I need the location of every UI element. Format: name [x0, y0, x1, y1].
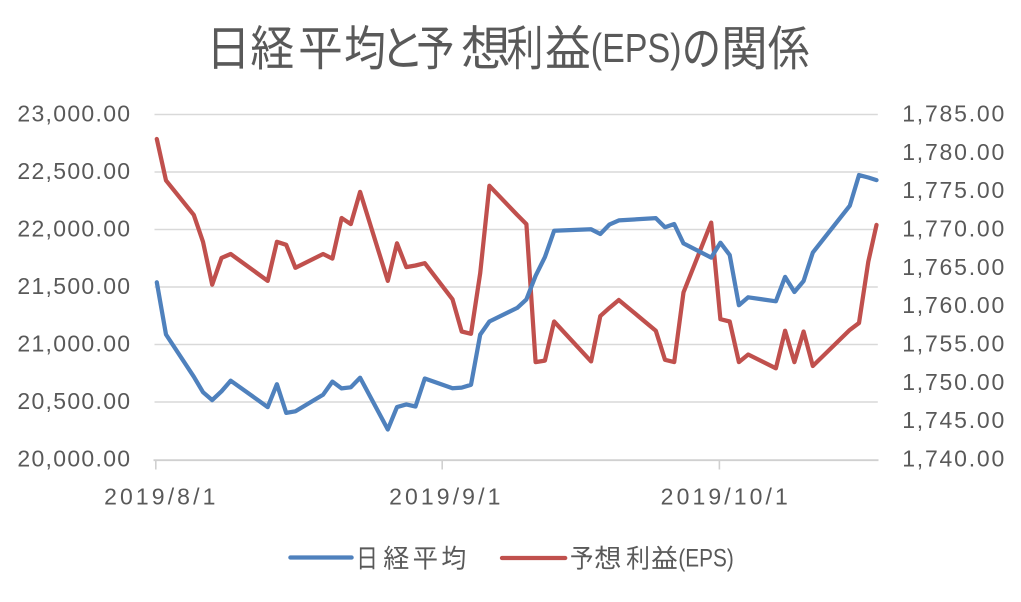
svg-text:1,770.00: 1,770.00 [902, 216, 1006, 242]
svg-text:1,760.00: 1,760.00 [902, 292, 1006, 318]
svg-text:22,000.00: 22,000.00 [17, 216, 131, 242]
svg-text:1,745.00: 1,745.00 [902, 407, 1006, 433]
svg-text:1,785.00: 1,785.00 [902, 101, 1006, 127]
svg-text:22,500.00: 22,500.00 [17, 158, 131, 184]
svg-text:2019/9/1: 2019/9/1 [389, 483, 503, 509]
svg-text:2019/8/1: 2019/8/1 [104, 483, 218, 509]
svg-text:2019/10/1: 2019/10/1 [661, 483, 791, 509]
svg-text:(EPS): (EPS) [678, 544, 733, 572]
svg-text:23,000.00: 23,000.00 [17, 101, 131, 127]
svg-text:21,500.00: 21,500.00 [17, 273, 131, 299]
svg-text:(EPS): (EPS) [591, 25, 682, 71]
svg-text:1,740.00: 1,740.00 [902, 446, 1006, 472]
svg-text:21,000.00: 21,000.00 [17, 331, 131, 357]
svg-text:1,780.00: 1,780.00 [902, 139, 1006, 165]
svg-text:20,500.00: 20,500.00 [17, 388, 131, 414]
svg-text:1,765.00: 1,765.00 [902, 254, 1006, 280]
svg-text:1,775.00: 1,775.00 [902, 177, 1006, 203]
svg-text:1,755.00: 1,755.00 [902, 331, 1006, 357]
svg-text:1,750.00: 1,750.00 [902, 369, 1006, 395]
svg-text:20,000.00: 20,000.00 [17, 446, 131, 472]
